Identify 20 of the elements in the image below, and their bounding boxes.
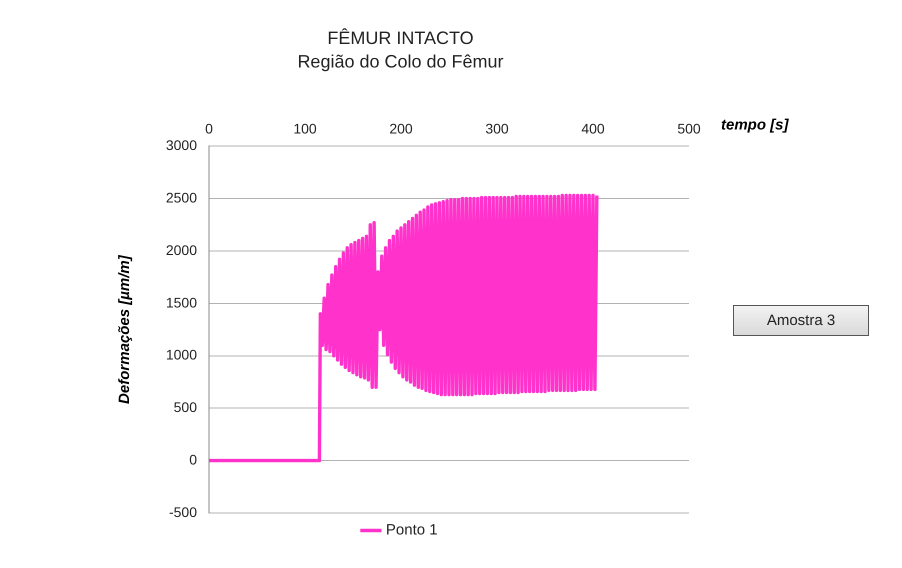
x-tick-label: 500 xyxy=(677,120,701,137)
y-tick-label: 3000 xyxy=(166,137,198,154)
x-tick-label: 300 xyxy=(485,120,509,137)
x-axis-title: tempo [s] xyxy=(721,116,790,134)
y-tick-label: -500 xyxy=(168,504,198,520)
legend-label: Ponto 1 xyxy=(386,522,438,539)
text: Amostra 3 xyxy=(733,305,869,336)
chart-subtitle: Região do Colo do Fêmur xyxy=(297,51,504,72)
y-tick-label: 0 xyxy=(189,451,198,468)
y-tick-label: 2500 xyxy=(166,189,198,206)
y-tick-label: 500 xyxy=(174,399,198,416)
x-tick-label: 400 xyxy=(581,120,605,137)
y-tick-label: 1500 xyxy=(166,294,198,310)
x-tick-label: 100 xyxy=(293,120,317,137)
y-tick-label: 1000 xyxy=(166,346,198,363)
x-tick-label: 0 xyxy=(205,120,214,137)
chart-title: FÊMUR INTACTO xyxy=(327,28,474,48)
x-tick-label: 200 xyxy=(389,120,413,137)
y-axis-title: Deformações [µm/m] xyxy=(116,254,134,404)
y-tick-label: 2000 xyxy=(166,242,198,258)
